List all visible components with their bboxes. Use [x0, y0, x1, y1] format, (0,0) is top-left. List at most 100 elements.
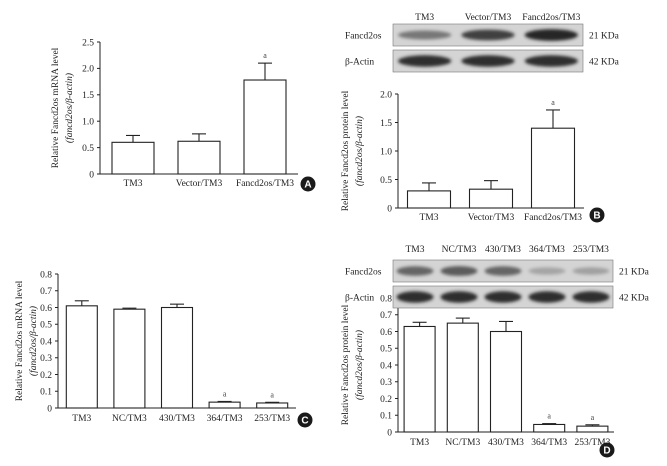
blot-band [396, 266, 434, 276]
y-tick-label: 0.3 [40, 354, 52, 364]
y-axis-label: Relative Fancd2os mRNA level [51, 47, 61, 168]
blot-lane-label: TM3 [406, 245, 425, 255]
y-tick-label: 0.7 [380, 311, 392, 321]
blot-lane-label: Vector/TM3 [465, 13, 512, 23]
blot-band [484, 266, 522, 276]
bar [468, 188, 514, 209]
category-label: NC/TM3 [112, 414, 147, 424]
panel-badge-letter: A [304, 180, 311, 191]
blot-band [524, 29, 578, 41]
category-label: TM3 [72, 414, 91, 424]
blot-row-label: Fancd2os [345, 267, 382, 277]
blot-kda-label: 42 KDa [619, 293, 650, 303]
significance-label: a [551, 98, 555, 107]
panel-badge [300, 176, 316, 192]
y-tick-label: 0.7 [40, 287, 52, 297]
y-tick-label: 0 [387, 204, 392, 214]
y-tick-label: 0 [387, 428, 392, 438]
y-tick-label: 0.8 [380, 294, 392, 304]
category-label: TM3 [124, 179, 143, 189]
bar [111, 141, 155, 175]
y-axis-sublabel: (fancd2os/β-actin) [64, 73, 75, 143]
panel-d: 0 0.1 0.2 0.3 0.4 0.5 0.6 0.7 0.8 TM3 NC/TM3 430/TM… [341, 245, 650, 458]
blot-lane-label: 364/TM3 [529, 245, 565, 255]
blot-lane-label: TM3 [415, 13, 434, 23]
y-tick-label: 0.3 [380, 378, 392, 388]
blot-kda-label: 42 KDa [589, 57, 620, 67]
bar [113, 308, 146, 409]
category-label: TM3 [410, 438, 429, 448]
bar [403, 325, 436, 433]
blot-band [461, 29, 515, 41]
y-tick-label: 0.1 [380, 412, 392, 422]
y-tick-label: 0.2 [380, 395, 392, 405]
y-tick-label: 1.0 [380, 147, 392, 157]
panel-badge [589, 207, 605, 223]
y-tick-label: 1.5 [82, 91, 94, 101]
category-label: Vector/TM3 [176, 179, 223, 189]
y-tick-label: 0.8 [40, 270, 52, 280]
panel-badge-letter: D [603, 446, 610, 457]
y-tick-label: 0.2 [40, 371, 52, 381]
blot-band [398, 30, 452, 40]
blot-row-label: Fancd2os [345, 31, 382, 41]
bar [533, 423, 566, 433]
y-tick-label: 0.5 [82, 144, 94, 154]
bar [160, 306, 194, 409]
significance-label: a [263, 51, 267, 60]
blot-band [461, 55, 515, 67]
bar [243, 79, 287, 175]
y-axis-label: Relative Fancd2os protein level [341, 304, 351, 425]
panel-a: 0 0.5 1.0 1.5 2.0 2.5 TM3 Vector/TM3 a Fancd2os/T… [51, 38, 316, 192]
bar [177, 140, 221, 175]
y-axis-sublabel: (fancd2os/β-actin) [354, 116, 365, 186]
bar [256, 402, 289, 409]
category-label: Vector/TM3 [468, 213, 515, 223]
category-label: 430/TM3 [159, 414, 195, 424]
significance-label: a [270, 390, 274, 399]
blot-band [572, 267, 610, 275]
bar [208, 401, 241, 409]
y-axis-label: Relative Fancd2os protein level [341, 90, 351, 211]
y-tick-label: 1.5 [380, 119, 392, 129]
y-tick-label: 0.5 [40, 321, 52, 331]
y-tick-label: 2.0 [82, 65, 94, 75]
blot-band [484, 291, 522, 303]
panel-badge [599, 442, 615, 458]
bar [576, 425, 609, 433]
category-label: NC/TM3 [445, 438, 480, 448]
category-label: Fancd2os/TM3 [524, 213, 582, 223]
blot-lane-label: 253/TM3 [573, 245, 609, 255]
blot-band [528, 291, 566, 303]
y-tick-label: 0 [89, 170, 94, 180]
blot-lane-label: NC/TM3 [442, 245, 477, 255]
blot-kda-label: 21 KDa [619, 267, 650, 277]
y-tick-label: 0.4 [40, 337, 52, 347]
bar [446, 322, 479, 433]
y-tick-label: 0.6 [40, 304, 52, 314]
blot-band [440, 266, 478, 276]
blot-band [440, 291, 478, 303]
blot-band [524, 55, 578, 67]
bar [406, 190, 452, 209]
y-tick-label: 2.0 [380, 90, 392, 100]
blot-lane-label: Fancd2os/TM3 [522, 13, 580, 23]
y-axis-sublabel: (fancd2os/β-actin) [354, 330, 365, 400]
bar [530, 127, 576, 209]
panel-badge-letter: B [593, 211, 600, 222]
category-label: 253/TM3 [254, 414, 290, 424]
bar [489, 330, 523, 433]
y-tick-label: 2.5 [82, 38, 94, 48]
y-axis-sublabel: (fancd2os/β-actin) [28, 306, 39, 376]
y-axis-label: Relative Fancd2os mRNA level [15, 280, 25, 401]
significance-label: a [547, 412, 551, 421]
panel-b: 0 0.5 1.0 1.5 2.0 TM3 Vector/TM3 a Fancd2os/TM3 R… [341, 13, 620, 223]
blot-kda-label: 21 KDa [589, 31, 620, 41]
y-tick-label: 0.6 [380, 328, 392, 338]
blot-band [528, 267, 566, 275]
category-label: Fancd2os/TM3 [236, 179, 294, 189]
y-tick-label: 0.4 [380, 361, 392, 371]
y-tick-label: 0.5 [380, 176, 392, 186]
y-tick-label: 1.0 [82, 118, 94, 128]
